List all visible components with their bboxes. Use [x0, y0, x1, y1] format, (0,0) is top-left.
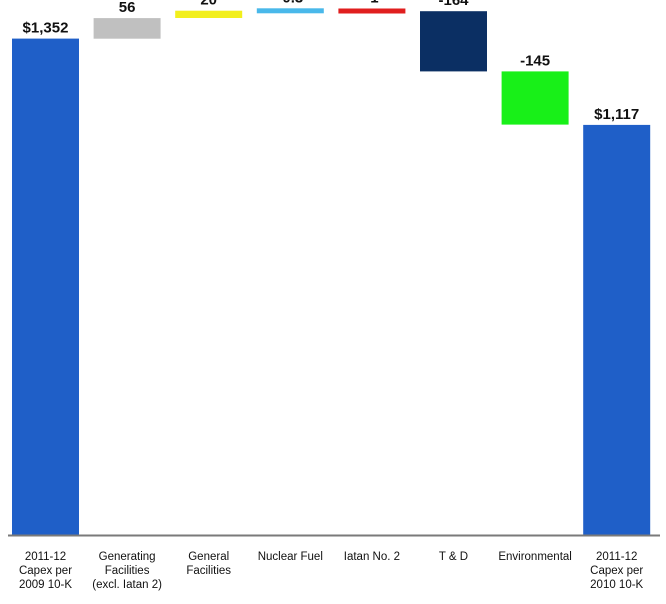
category-label-0-line-2: 2009 10-K [19, 579, 72, 591]
value-labels-group: $1,352 56 20 -0.3 -1 -164 -145 $1,117 [23, 0, 640, 123]
value-label-4: -1 [365, 0, 378, 7]
category-label-1-line-2: (excl. Iatan 2) [92, 579, 162, 591]
category-label-2-line-0: General [188, 551, 229, 563]
bar-7 [583, 124, 651, 536]
value-label-0: $1,352 [23, 20, 69, 37]
bar-2 [175, 10, 243, 18]
category-label-7-line-1: Capex per [590, 565, 643, 577]
value-label-2: 20 [200, 0, 217, 9]
bar-3 [256, 8, 324, 14]
bar-5 [420, 11, 487, 72]
category-label-6-line-0: Environmental [498, 551, 572, 563]
bar-6 [501, 71, 569, 125]
category-label-1-line-0: Generating [99, 551, 156, 563]
category-label-0-line-0: 2011-12 [25, 551, 66, 563]
value-label-3: -0.3 [277, 0, 303, 6]
category-label-7-line-2: 2010 10-K [590, 579, 643, 591]
value-label-6: -145 [520, 52, 550, 69]
bar-0 [12, 38, 79, 535]
category-label-7-line-0: 2011-12 [596, 551, 637, 563]
category-label-0-line-1: Capex per [19, 565, 72, 577]
value-label-1: 56 [119, 0, 136, 16]
bar-4 [338, 8, 406, 14]
category-label-4-line-0: Iatan No. 2 [344, 551, 400, 563]
category-label-5-line-0: T & D [439, 551, 468, 563]
category-labels-group: 2011-12 Capex per 2009 10-K Generating Facil… [19, 551, 644, 591]
category-label-2-line-1: Facilities [186, 565, 231, 577]
value-label-7: $1,117 [594, 106, 639, 123]
category-label-3-line-0: Nuclear Fuel [258, 551, 323, 563]
category-label-1-line-1: Facilities [105, 565, 150, 577]
value-label-5: -164 [438, 0, 469, 9]
bars-group [12, 8, 651, 536]
bar-1 [93, 18, 161, 39]
